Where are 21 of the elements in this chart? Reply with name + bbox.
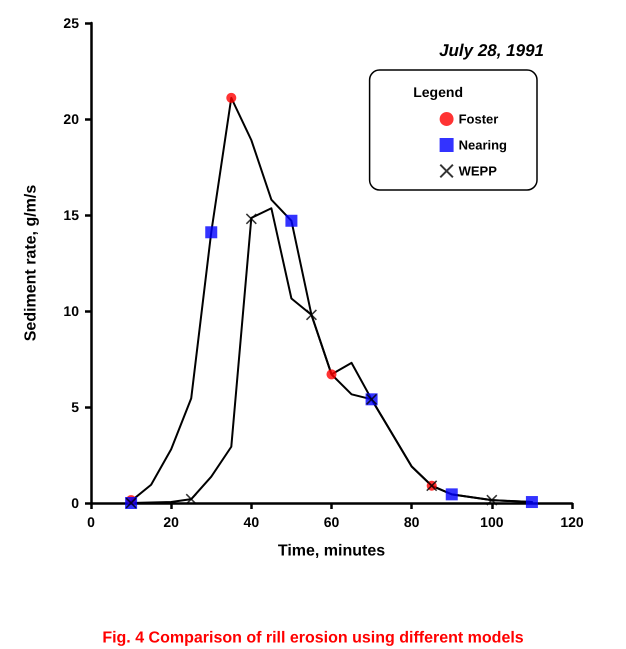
y-tick-label: 20 bbox=[63, 111, 80, 127]
legend-label: Nearing bbox=[458, 138, 508, 152]
caption: Fig. 4 Comparison of rill erosion using different models bbox=[102, 630, 524, 646]
x-tick-label: 80 bbox=[404, 514, 420, 530]
x-tick-label: 60 bbox=[324, 514, 340, 530]
annotation: July 28, 1991 bbox=[439, 41, 544, 60]
y-tick-label: 0 bbox=[71, 495, 80, 511]
x-tick-label: 40 bbox=[244, 514, 260, 530]
y-tick-label: 15 bbox=[63, 207, 80, 223]
legend-label: WEPP bbox=[458, 164, 498, 178]
x-axis-title: Time, minutes bbox=[278, 542, 386, 560]
x-tick-label: 0 bbox=[87, 514, 96, 530]
y-tick-label: 10 bbox=[63, 303, 80, 319]
legend-title: Legend bbox=[413, 84, 463, 100]
x-tick-label: 100 bbox=[480, 514, 504, 530]
legend-label: Foster bbox=[458, 112, 498, 126]
y-axis-title: Sediment rate, g/m/s bbox=[22, 184, 40, 342]
x-tick-label: 20 bbox=[163, 514, 180, 530]
y-tick-label: 25 bbox=[63, 15, 80, 31]
x-tick-label: 120 bbox=[560, 514, 584, 530]
y-tick-label: 5 bbox=[71, 399, 80, 415]
